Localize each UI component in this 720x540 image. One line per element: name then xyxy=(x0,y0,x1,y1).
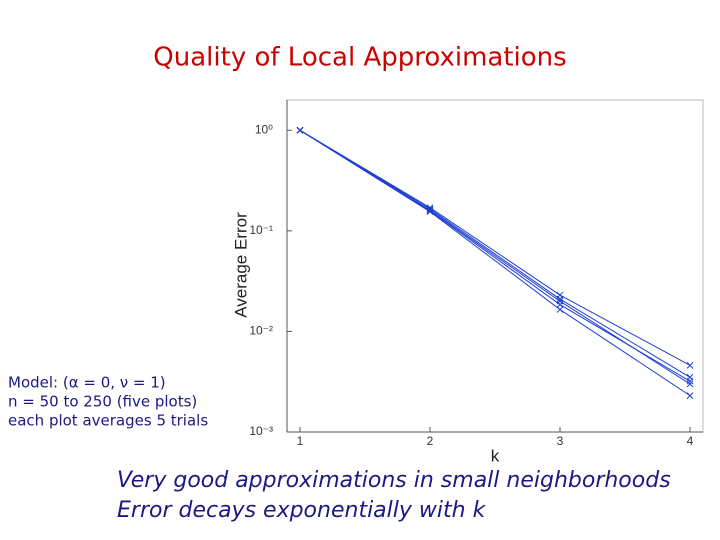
y-axis-label: Average Error xyxy=(231,212,250,318)
y-tick-label: 10⁰ xyxy=(255,122,273,136)
y-tick-label: 10⁻³ xyxy=(249,424,273,438)
point-marker xyxy=(686,380,694,388)
x-tick-label: 2 xyxy=(427,434,434,448)
y-tick-label: 10⁻² xyxy=(249,324,273,338)
point-marker xyxy=(686,392,694,399)
x-tick-label: 4 xyxy=(687,434,694,448)
caption: Error decays exponentially with k xyxy=(117,498,487,523)
series-line xyxy=(299,129,691,378)
point-marker xyxy=(556,301,564,308)
x-tick-label: 3 xyxy=(557,434,564,448)
series-line xyxy=(299,129,691,397)
point-marker xyxy=(686,361,694,369)
point-marker xyxy=(296,126,304,134)
point-marker xyxy=(556,306,564,313)
caption: Very good approximations in small neighb… xyxy=(117,468,671,493)
series-line xyxy=(299,129,691,366)
point-marker xyxy=(556,295,564,303)
x-axis-label: k xyxy=(491,446,500,465)
chart-title: Quality of Local Approximations xyxy=(153,43,566,73)
annotation: n = 50 to 250 (five plots) xyxy=(8,393,197,411)
annotation: Model: (α = 0, ν = 1) xyxy=(8,374,166,392)
y-tick-label: 10⁻¹ xyxy=(249,223,273,237)
annotation: each plot averages 5 trials xyxy=(8,412,208,430)
plot-frame xyxy=(286,99,704,433)
point-marker xyxy=(426,208,434,216)
x-tick-label: 1 xyxy=(297,434,304,448)
point-marker xyxy=(686,377,694,385)
